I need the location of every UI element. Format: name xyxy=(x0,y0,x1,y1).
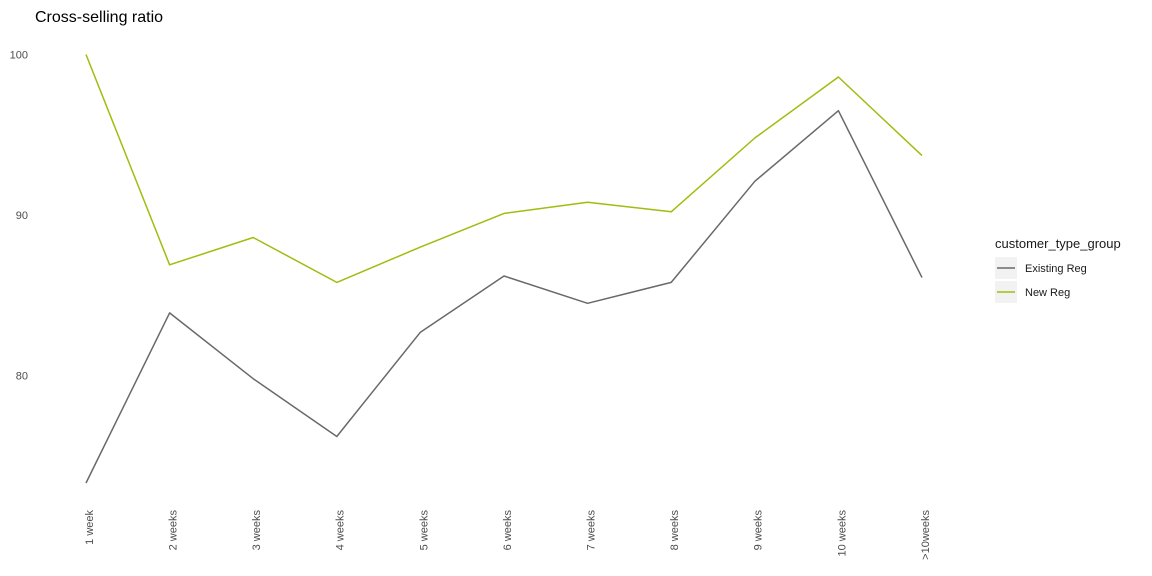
y-tick-label: 90 xyxy=(16,210,28,222)
y-axis: 80 90 100 xyxy=(10,50,28,383)
x-tick-label: >10weeks xyxy=(920,510,932,560)
x-axis: 1 week 2 weeks 3 weeks 4 weeks 5 weeks 6 week… xyxy=(84,510,932,560)
chart-title: Cross-selling ratio xyxy=(35,9,163,26)
series-line-existing-reg xyxy=(85,109,923,484)
x-tick-label: 6 weeks xyxy=(502,510,514,551)
legend: customer_type_group Existing Reg New Reg xyxy=(995,236,1121,303)
x-tick-label: 3 weeks xyxy=(251,510,263,551)
x-tick-label: 10 weeks xyxy=(836,510,848,557)
x-tick-label: 4 weeks xyxy=(335,510,347,551)
legend-title: customer_type_group xyxy=(995,236,1121,251)
legend-label: New Reg xyxy=(1025,287,1070,299)
x-tick-label: 2 weeks xyxy=(168,510,180,551)
x-tick-label: 1 week xyxy=(84,510,96,545)
x-tick-label: 7 weeks xyxy=(586,510,598,551)
x-tick-label: 8 weeks xyxy=(669,510,681,551)
x-tick-label: 9 weeks xyxy=(753,510,765,551)
plot-area xyxy=(85,54,923,484)
y-tick-label: 80 xyxy=(16,371,28,383)
x-tick-label: 5 weeks xyxy=(418,510,430,551)
y-tick-label: 100 xyxy=(10,50,28,62)
legend-label: Existing Reg xyxy=(1025,263,1087,275)
series-line-new-reg xyxy=(85,54,923,284)
